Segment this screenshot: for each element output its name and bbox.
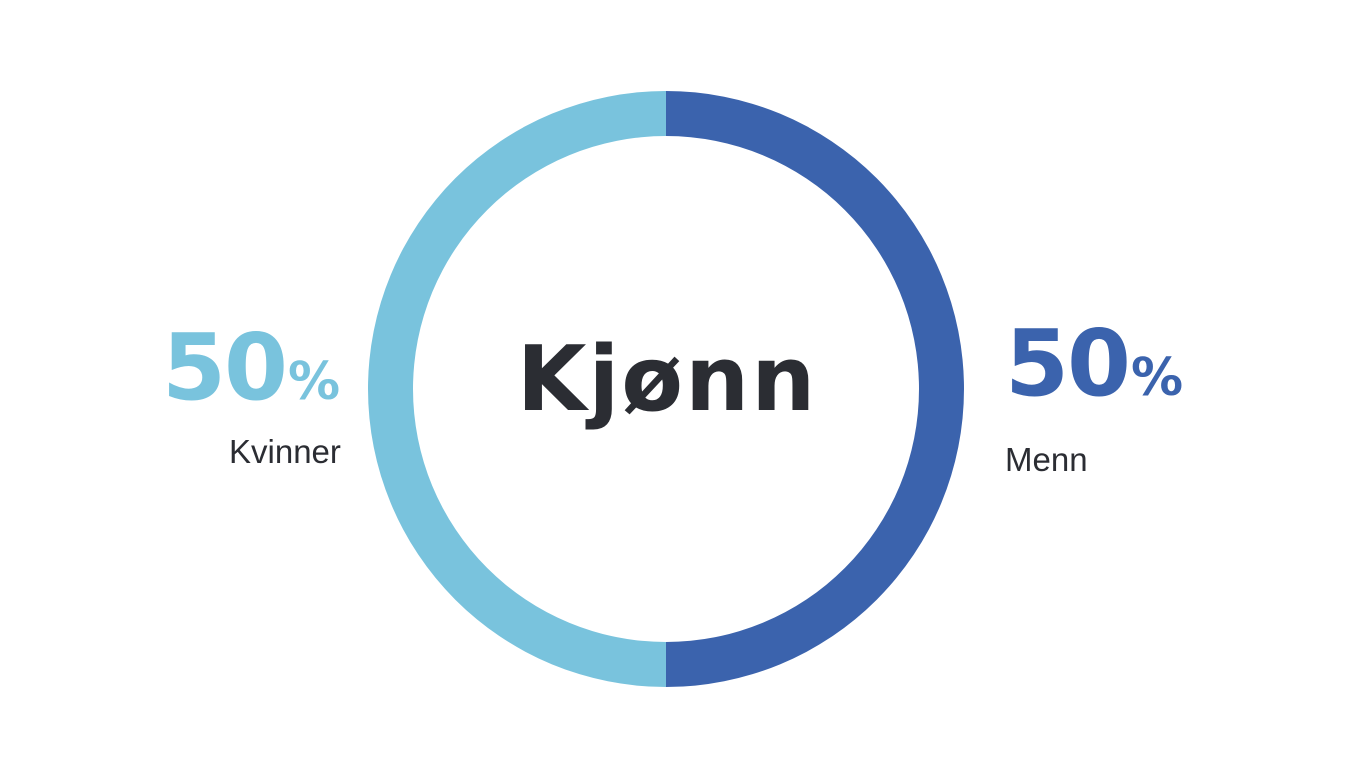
donut-slice-menn bbox=[666, 91, 964, 687]
kvinner-label: Kvinner bbox=[229, 433, 341, 470]
menn-label: Menn bbox=[1005, 441, 1088, 478]
menn-percentage: 50% bbox=[1005, 318, 1183, 410]
kvinner-percentage: 50% bbox=[162, 322, 340, 414]
chart-center-title: Kjønn bbox=[516, 327, 818, 432]
kvinner-percentage-value: 50 bbox=[162, 314, 288, 421]
menn-percentage-unit: % bbox=[1131, 348, 1184, 408]
kvinner-percentage-unit: % bbox=[288, 352, 341, 412]
menn-percentage-value: 50 bbox=[1005, 310, 1131, 417]
donut-slice-kvinner bbox=[368, 91, 666, 687]
